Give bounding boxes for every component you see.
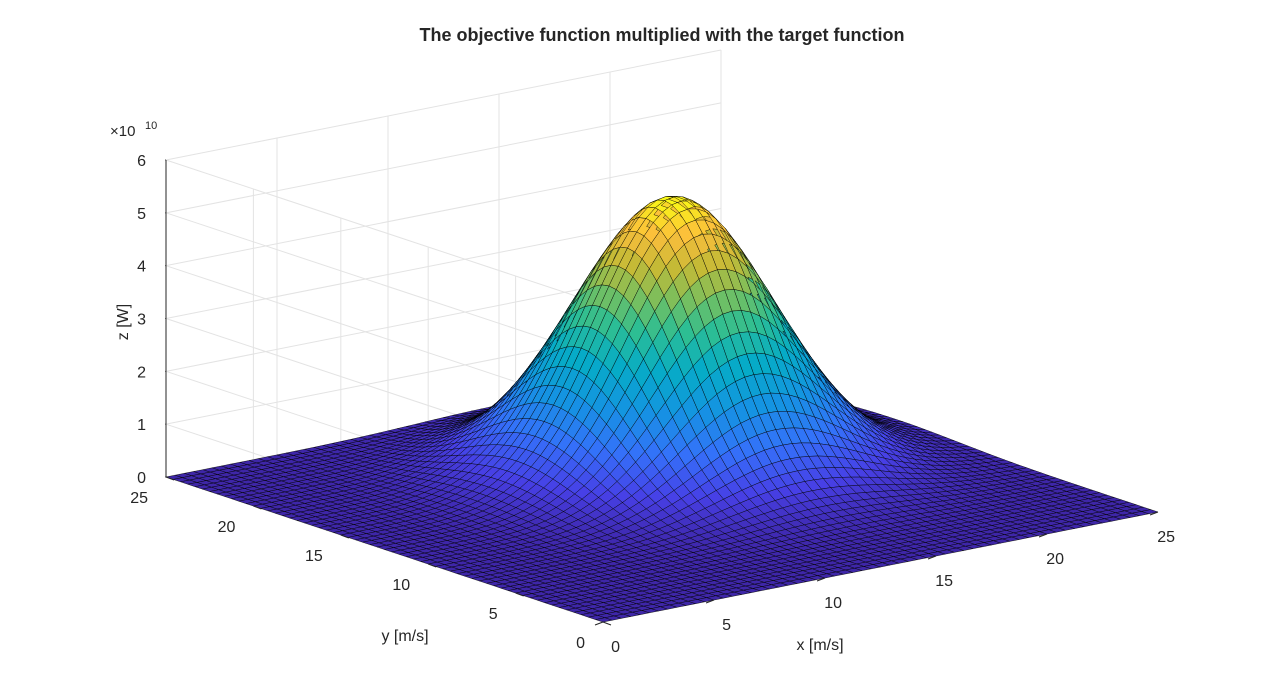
z-exponent-base: ×10 bbox=[110, 123, 135, 140]
x-tick-mark bbox=[594, 621, 604, 626]
x-axis-label: x [m/s] bbox=[796, 637, 843, 654]
z-exponent-power: 10 bbox=[145, 120, 157, 132]
x-tick-label: 10 bbox=[824, 595, 842, 612]
surface-mesh bbox=[165, 196, 1159, 623]
x-tick-mark bbox=[816, 577, 826, 582]
z-tick-label: 2 bbox=[137, 364, 146, 381]
gridline-z-left-wall bbox=[165, 212, 604, 359]
z-tick-label: 0 bbox=[137, 470, 146, 487]
y-tick-label: 10 bbox=[392, 577, 410, 594]
x-tick-mark bbox=[927, 555, 937, 560]
z-tick-label: 6 bbox=[137, 153, 146, 170]
y-tick-mark bbox=[253, 505, 262, 510]
y-tick-mark bbox=[428, 563, 437, 568]
z-tick-label: 3 bbox=[137, 312, 146, 329]
x-tick-label: 20 bbox=[1046, 551, 1064, 568]
chart-title: The objective function multiplied with t… bbox=[420, 25, 905, 45]
gridline-z-left-wall bbox=[165, 159, 604, 306]
y-tick-label: 25 bbox=[130, 490, 148, 507]
x-tick-label: 15 bbox=[935, 573, 953, 590]
y-tick-mark bbox=[165, 476, 175, 481]
z-exponent-label: ×10 10 bbox=[110, 120, 157, 140]
x-tick-label: 25 bbox=[1157, 529, 1175, 546]
surface-face bbox=[1140, 509, 1159, 515]
z-axis-label: z [W] bbox=[115, 304, 132, 340]
x-tick-mark bbox=[1149, 511, 1159, 516]
y-tick-label: 0 bbox=[576, 635, 585, 652]
gridline-z-right-wall bbox=[165, 155, 722, 267]
z-tick-label: 1 bbox=[137, 417, 146, 434]
y-tick-label: 15 bbox=[305, 548, 323, 565]
x-tick-mark bbox=[705, 599, 715, 604]
y-tick-label: 5 bbox=[489, 606, 498, 623]
y-tick-label: 20 bbox=[218, 519, 236, 536]
y-axis-label: y [m/s] bbox=[381, 628, 428, 645]
x-tick-label: 0 bbox=[611, 639, 620, 656]
y-tick-mark bbox=[515, 592, 524, 597]
z-tick-label: 5 bbox=[137, 206, 146, 223]
gridline-z-right-wall bbox=[165, 102, 722, 214]
tick-labels: 0 1 2 3 4 5 6 0 5 10 15 20 25 0 5 10 15 20 25 bbox=[130, 153, 1175, 656]
y-tick-mark bbox=[602, 621, 612, 626]
x-tick-label: 5 bbox=[722, 617, 731, 634]
z-tick-label: 4 bbox=[137, 259, 146, 276]
x-tick-mark bbox=[1038, 533, 1048, 538]
y-tick-mark bbox=[340, 534, 349, 539]
gridline-z-right-wall bbox=[165, 49, 722, 161]
